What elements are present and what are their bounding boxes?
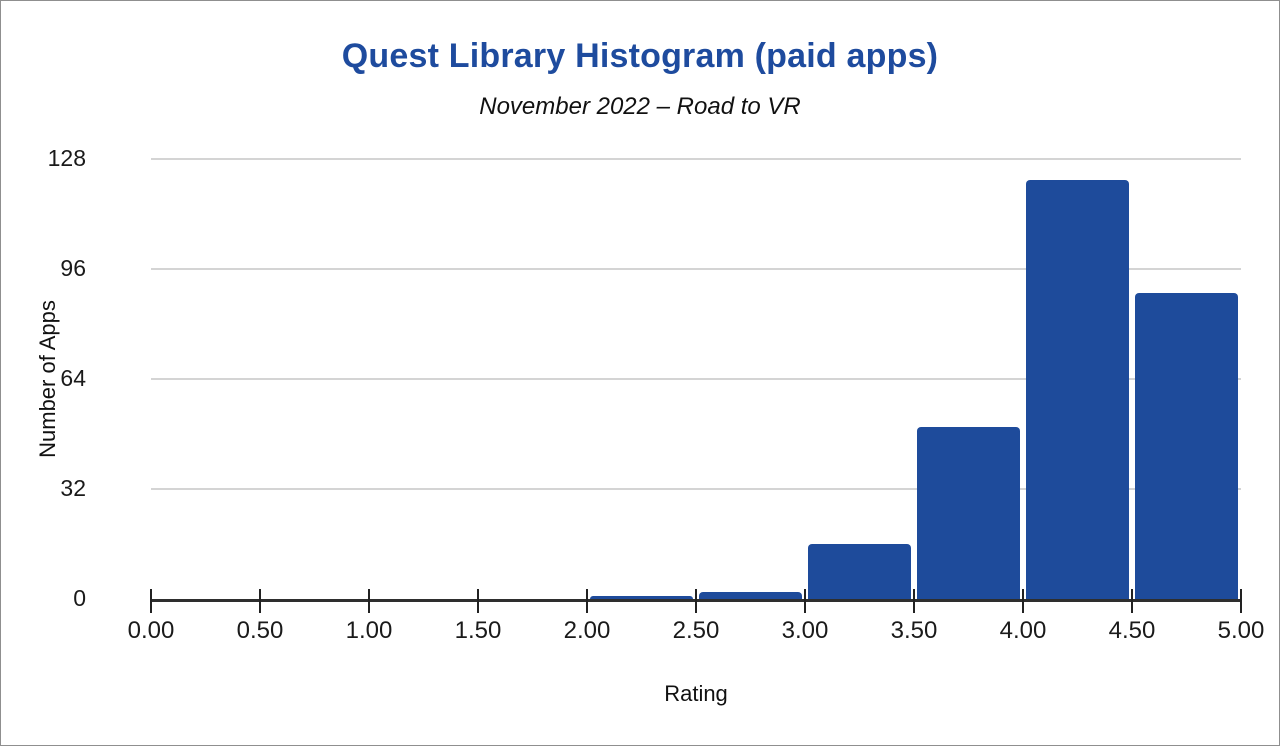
y-tick-label-64: 64 (60, 365, 86, 391)
x-tick-mark-1.00 (368, 589, 370, 613)
x-tick-label-2.00: 2.00 (563, 617, 611, 644)
histogram-bar-3.00-3.50 (808, 544, 911, 599)
x-tick-label-1.50: 1.50 (454, 617, 502, 644)
y-axis-title: Number of Apps (35, 300, 60, 458)
chart-title: Quest Library Histogram (paid apps) (341, 37, 939, 75)
gridline-y-128 (151, 158, 1241, 160)
histogram-bar-4.50-5.00 (1135, 293, 1238, 599)
plot-area: 0 32 64 96 128 0.00 0.50 1.00 1.50 2.00 2.50 3.00 3.… (48, 147, 1265, 645)
x-tick-mark-5.00 (1240, 589, 1242, 613)
x-tick-label-5.00: 5.00 (1217, 617, 1265, 644)
x-tick-label-2.50: 2.50 (672, 617, 720, 644)
x-tick-mark-4.00 (1022, 589, 1024, 613)
chart-subtitle: November 2022 – Road to VR (479, 93, 801, 120)
x-tick-mark-0.50 (259, 589, 261, 613)
y-tick-label-96: 96 (60, 255, 86, 281)
x-tick-mark-4.50 (1131, 589, 1133, 613)
x-tick-mark-1.50 (477, 589, 479, 613)
x-tick-label-0.50: 0.50 (236, 617, 284, 644)
x-tick-label-4.50: 4.50 (1108, 617, 1156, 644)
histogram-bar-3.50-4.00 (917, 427, 1020, 599)
x-tick-mark-2.00 (586, 589, 588, 613)
gridline-y-96 (151, 268, 1241, 270)
x-tick-mark-0.00 (150, 589, 152, 613)
histogram-bar-4.00-4.50 (1026, 179, 1129, 599)
x-tick-label-4.00: 4.00 (999, 617, 1047, 644)
y-tick-label-0: 0 (73, 585, 86, 611)
y-tick-label-32: 32 (60, 475, 86, 501)
x-tick-label-1.00: 1.00 (345, 617, 393, 644)
x-tick-label-3.00: 3.00 (781, 617, 829, 644)
gridline-y-32 (151, 488, 1241, 490)
gridline-y-64 (151, 378, 1241, 380)
x-axis-title: Rating (664, 681, 728, 706)
histogram-bar-2.00-2.50 (590, 595, 693, 599)
x-tick-mark-3.50 (913, 589, 915, 613)
x-tick-label-0.00: 0.00 (127, 617, 175, 644)
x-tick-label-3.50: 3.50 (890, 617, 938, 644)
histogram-bar-2.50-3.00 (699, 592, 802, 599)
x-tick-mark-2.50 (695, 589, 697, 613)
x-tick-mark-3.00 (804, 589, 806, 613)
y-tick-label-128: 128 (47, 145, 86, 171)
